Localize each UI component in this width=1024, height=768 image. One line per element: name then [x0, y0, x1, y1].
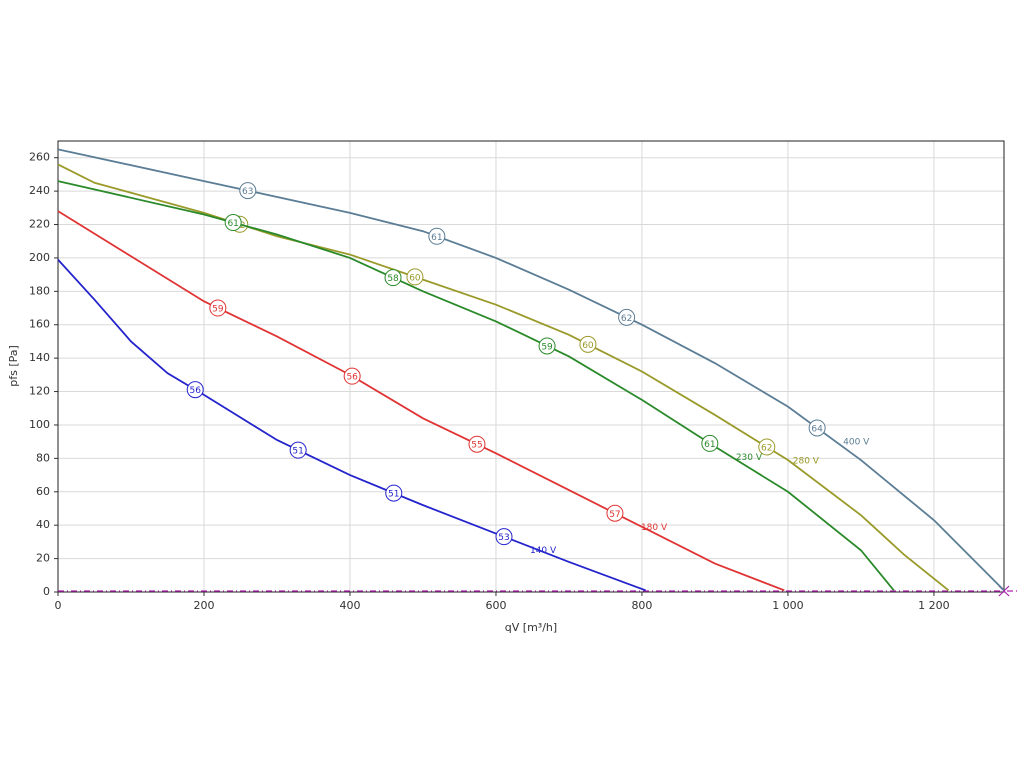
series-name: 180 V [641, 523, 668, 533]
y-tick-label: 220 [29, 218, 50, 231]
point-label: 55 [471, 441, 482, 451]
grid [57, 141, 1004, 593]
point-label-circle [618, 308, 636, 326]
series-name: 230 V [736, 453, 763, 463]
point-label-circle [224, 214, 242, 232]
y-tick-label: 20 [36, 552, 50, 565]
y-tick-label: 40 [36, 518, 50, 531]
point-label-circle [538, 337, 556, 355]
point-label-circle [209, 299, 227, 317]
point-label-circle [701, 434, 719, 452]
series-line [57, 258, 646, 592]
point-label: 53 [498, 533, 509, 543]
point-label: 61 [227, 219, 238, 229]
y-tick-label: 240 [29, 184, 50, 197]
point-label: 64 [811, 424, 823, 434]
point-label-circle [495, 528, 513, 546]
point-label: 60 [582, 341, 594, 351]
point-label: 63 [242, 187, 253, 197]
y-tick-label: 80 [36, 451, 50, 464]
point-label-circle [289, 441, 307, 459]
y-tick-label: 0 [43, 585, 50, 598]
series-name: 400 V [843, 437, 870, 447]
point-label-circle [385, 484, 403, 502]
x-tick-label: 400 [339, 599, 360, 612]
point-label-circle [406, 268, 424, 286]
y-tick-label: 180 [29, 284, 50, 297]
x-tick-label: 200 [193, 599, 214, 612]
series-name: 280 V [793, 456, 820, 466]
y-tick-label: 100 [29, 418, 50, 431]
y-tick-label: 260 [29, 151, 50, 164]
point-label: 56 [190, 386, 202, 396]
point-label-circle [808, 419, 826, 437]
series-line [57, 210, 785, 592]
x-tick-label: 600 [485, 599, 506, 612]
point-label-circle [579, 335, 597, 353]
x-tick-label: 1 200 [918, 599, 950, 612]
point-label: 61 [704, 440, 715, 450]
y-tick-label: 120 [29, 385, 50, 398]
point-label-circle [468, 435, 486, 453]
point-label-circle [343, 367, 361, 385]
point-label: 61 [431, 233, 442, 243]
y-tick-label: 160 [29, 318, 50, 331]
series-line [57, 180, 895, 591]
point-label-circle [428, 227, 446, 245]
series-line [57, 163, 950, 592]
point-label: 58 [387, 274, 399, 284]
point-label-circle [186, 381, 204, 399]
point-label: 62 [761, 443, 772, 453]
y-axis-title: pfs [Pa] [7, 345, 20, 387]
x-tick-label: 1 000 [772, 599, 804, 612]
point-label-circle [758, 438, 776, 456]
y-tick-label: 140 [29, 351, 50, 364]
y-tick-label: 200 [29, 251, 50, 264]
plot-border [57, 140, 1005, 593]
point-label-circle [384, 269, 402, 287]
point-label: 51 [292, 447, 303, 457]
series-line [57, 148, 1005, 591]
x-tick-label: 800 [631, 599, 652, 612]
point-label: 59 [541, 342, 553, 352]
y-tick-label: 60 [36, 485, 50, 498]
point-label: 51 [388, 490, 399, 500]
point-label-circle [606, 504, 624, 522]
series-name: 140 V [530, 546, 557, 556]
point-label: 57 [609, 510, 620, 520]
point-label: 62 [621, 314, 632, 324]
x-tick-label: 0 [55, 599, 62, 612]
x-axis-title: qV [m³/h] [505, 621, 557, 634]
point-label: 56 [346, 373, 358, 383]
point-label-circle [239, 182, 257, 200]
point-label: 60 [409, 273, 421, 283]
point-label: 59 [212, 305, 224, 315]
